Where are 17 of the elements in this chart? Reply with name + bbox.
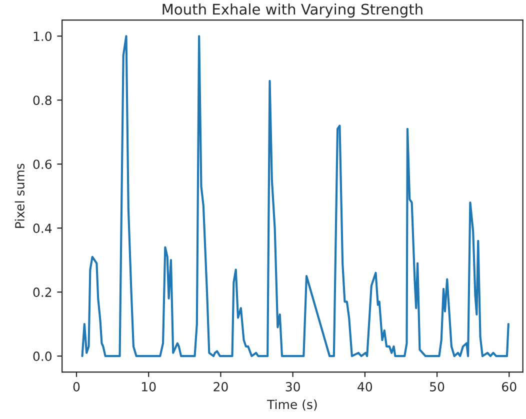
x-tick-label: 50: [430, 382, 444, 392]
x-tick-label: 0: [73, 382, 80, 392]
y-tick-label: 0.4: [33, 224, 52, 234]
x-tick-label: 20: [214, 382, 228, 392]
x-tick-label: 60: [502, 382, 516, 392]
x-tick-label: 30: [286, 382, 300, 392]
y-tick-label: 0.2: [33, 288, 52, 298]
y-tick-label: 1.0: [34, 32, 52, 42]
chart-title: Mouth Exhale with Varying Strength: [162, 3, 422, 18]
line-series: [81, 35, 510, 358]
y-tick-label: 0.8: [33, 96, 52, 106]
y-tick-label: 0.0: [33, 352, 52, 361]
y-tick-label: 0.6: [33, 160, 52, 170]
x-tick-label: 40: [358, 382, 372, 392]
x-axis-title: Time (s): [267, 399, 317, 411]
y-axis-title: Pixel sums: [14, 164, 24, 228]
x-tick-label: 10: [142, 382, 156, 392]
